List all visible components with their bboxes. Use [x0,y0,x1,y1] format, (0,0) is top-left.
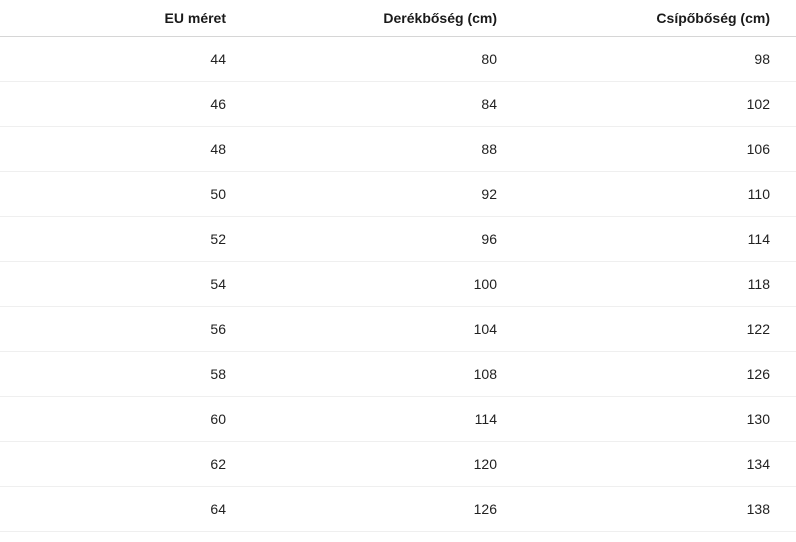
table-row: 46 84 102 [0,81,796,127]
table-cell: 114 [523,216,796,262]
table-cell: 120 [252,441,523,487]
table-row: 44 80 98 [0,36,796,82]
table-cell: 114 [252,396,523,442]
table-row: 64 126 138 [0,486,796,532]
table-body: 44 80 98 46 84 102 48 88 106 50 92 110 52 96 114 54 100 1… [0,36,796,532]
table-row: 58 108 126 [0,351,796,397]
table-cell: 138 [523,486,796,532]
table-cell: 54 [0,261,252,307]
table-row: 48 88 106 [0,126,796,172]
table-cell: 60 [0,396,252,442]
table-cell: 110 [523,171,796,217]
table-cell: 80 [252,36,523,82]
table-cell: 44 [0,36,252,82]
table-cell: 92 [252,171,523,217]
table-row: 56 104 122 [0,306,796,352]
column-header-hip-cm: Csípőbőség (cm) [523,0,796,37]
table-cell: 48 [0,126,252,172]
table-cell: 122 [523,306,796,352]
table-cell: 52 [0,216,252,262]
table-cell: 84 [252,81,523,127]
table-cell: 106 [523,126,796,172]
table-cell: 46 [0,81,252,127]
table-cell: 96 [252,216,523,262]
table-cell: 134 [523,441,796,487]
table-row: 62 120 134 [0,441,796,487]
table-cell: 62 [0,441,252,487]
column-header-eu-size: EU méret [0,0,252,37]
table-cell: 56 [0,306,252,352]
table-cell: 100 [252,261,523,307]
column-header-waist-cm: Derékbőség (cm) [252,0,523,37]
table-cell: 126 [252,486,523,532]
table-header: EU méret Derékbőség (cm) Csípőbőség (cm) [0,0,796,37]
table-row: 54 100 118 [0,261,796,307]
table-header-row: EU méret Derékbőség (cm) Csípőbőség (cm) [0,0,796,37]
table-cell: 58 [0,351,252,397]
table-cell: 126 [523,351,796,397]
table-row: 50 92 110 [0,171,796,217]
table-cell: 130 [523,396,796,442]
table-row: 60 114 130 [0,396,796,442]
table-cell: 104 [252,306,523,352]
table-cell: 108 [252,351,523,397]
table-row: 52 96 114 [0,216,796,262]
table-cell: 64 [0,486,252,532]
table-cell: 98 [523,36,796,82]
table-cell: 102 [523,81,796,127]
table-cell: 88 [252,126,523,172]
table-cell: 50 [0,171,252,217]
table-cell: 118 [523,261,796,307]
